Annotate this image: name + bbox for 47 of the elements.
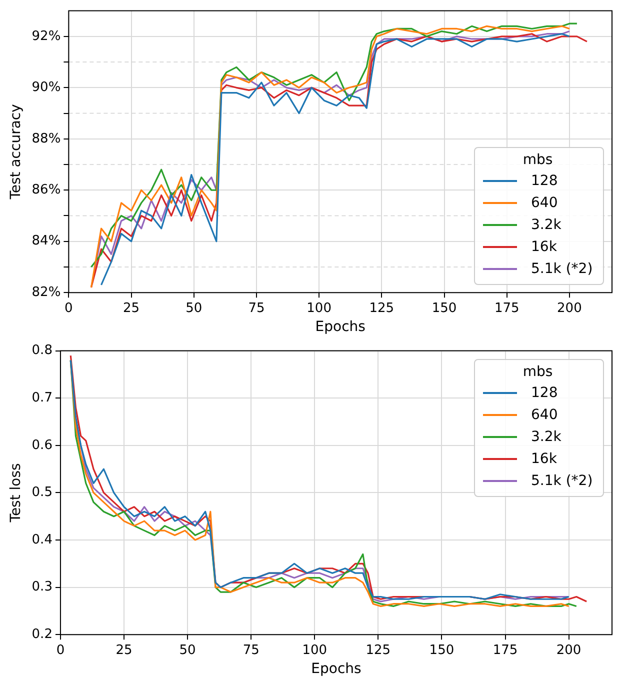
y-axis-title: Test accuracy <box>8 104 24 200</box>
y-tick-label: 0.8 <box>32 343 52 358</box>
y-tick-label: 0.4 <box>32 532 52 548</box>
x-tick-label: 150 <box>432 300 457 316</box>
x-axis-title: Epochs <box>315 319 366 336</box>
y-tick-label: 0.2 <box>32 626 52 642</box>
legend-label: 3.2k <box>531 216 562 233</box>
x-tick-label: 75 <box>248 300 265 316</box>
x-tick-label: 25 <box>116 642 132 658</box>
x-tick-label: 50 <box>186 300 202 316</box>
legend-title: mbs <box>522 364 554 380</box>
legend-label: 16k <box>531 238 557 255</box>
y-tick-label: 86% <box>32 182 61 198</box>
legend-label: 5.1k (*2) <box>531 472 593 489</box>
x-tick-label: 125 <box>366 642 391 658</box>
x-tick-label: 50 <box>179 642 196 658</box>
y-axis-title: Test loss <box>8 463 24 524</box>
legend-label: 640 <box>531 406 558 423</box>
legend-label: 5.1k (*2) <box>531 260 593 277</box>
legend-title: mbs <box>522 152 554 168</box>
x-tick-label: 25 <box>123 300 140 316</box>
legend-label: 640 <box>531 194 558 211</box>
x-tick-label: 125 <box>369 300 394 316</box>
y-tick-label: 92% <box>32 28 61 44</box>
y-tick-label: 88% <box>32 131 61 146</box>
y-tick-label: 0.5 <box>32 485 52 500</box>
x-tick-label: 75 <box>242 642 260 658</box>
x-tick-label: 100 <box>302 642 328 658</box>
y-tick-label: 0.6 <box>32 438 52 453</box>
legend-label: 3.2k <box>531 428 562 445</box>
y-tick-label: 0.3 <box>32 580 52 595</box>
y-tick-label: 90% <box>32 80 61 96</box>
x-tick-label: 0 <box>64 300 73 316</box>
x-tick-label: 0 <box>56 642 65 658</box>
y-tick-label: 82% <box>32 284 61 300</box>
x-tick-label: 100 <box>306 300 332 316</box>
legend-label: 16k <box>531 450 557 467</box>
x-tick-label: 150 <box>429 642 454 658</box>
x-axis-title: Epochs <box>311 661 362 678</box>
y-tick-label: 0.7 <box>32 390 52 406</box>
x-tick-label: 175 <box>492 642 518 658</box>
x-tick-label: 200 <box>556 642 582 658</box>
legend-label: 128 <box>531 172 558 189</box>
x-tick-label: 200 <box>557 300 582 316</box>
x-tick-label: 175 <box>494 300 520 316</box>
y-tick-label: 84% <box>32 234 61 249</box>
legend-label: 128 <box>531 384 558 401</box>
